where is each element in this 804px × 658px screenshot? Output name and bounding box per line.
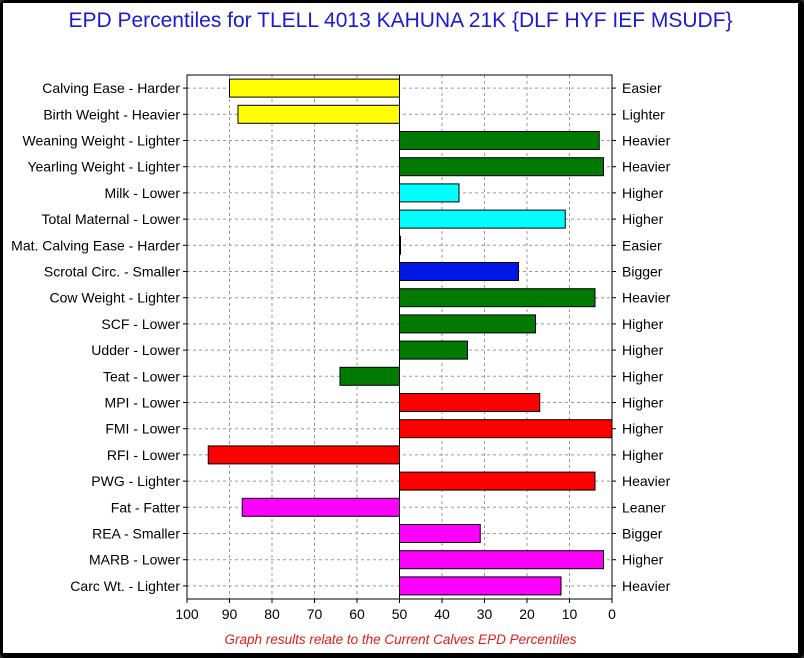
category-label-left: Carc Wt. - Lighter bbox=[70, 578, 180, 594]
bar-layer bbox=[207, 78, 613, 596]
category-label-left: MARB - Lower bbox=[89, 552, 180, 568]
bar bbox=[399, 288, 596, 308]
category-label-right: Easier bbox=[622, 80, 662, 96]
category-label-left: Scrotal Circ. - Smaller bbox=[44, 264, 180, 280]
bar bbox=[339, 366, 400, 386]
category-label-left: FMI - Lower bbox=[105, 421, 180, 437]
category-label-left: Calving Ease - Harder bbox=[42, 80, 180, 96]
bar bbox=[399, 524, 481, 543]
category-label-right: Higher bbox=[622, 421, 664, 437]
category-label-left: Mat. Calving Ease - Harder bbox=[11, 237, 180, 253]
category-label-right: Higher bbox=[622, 395, 664, 411]
bar bbox=[399, 157, 604, 177]
category-label-left: PWG - Lighter bbox=[91, 473, 180, 489]
chart-panel: EPD Percentiles for TLELL 4013 KAHUNA 21… bbox=[3, 3, 798, 653]
category-label-right: Higher bbox=[622, 211, 664, 227]
bar bbox=[241, 497, 400, 517]
bar bbox=[399, 131, 600, 150]
category-label-right: Easier bbox=[622, 237, 662, 253]
chart-title: EPD Percentiles for TLELL 4013 KAHUNA 21… bbox=[68, 9, 733, 32]
category-label-left: RFI - Lower bbox=[107, 447, 180, 463]
category-label-left: Milk - Lower bbox=[105, 185, 181, 201]
bar bbox=[399, 419, 613, 439]
bar bbox=[399, 550, 604, 570]
x-tick-label: 20 bbox=[519, 606, 535, 622]
category-label-right: Heavier bbox=[622, 473, 671, 489]
x-tick-label: 50 bbox=[392, 606, 408, 622]
bar bbox=[399, 576, 562, 596]
category-label-left: Cow Weight - Lighter bbox=[50, 290, 181, 306]
bar bbox=[399, 262, 519, 281]
x-tick-label: 70 bbox=[307, 606, 323, 622]
footnote: Graph results relate to the Current Calv… bbox=[224, 632, 577, 647]
category-label-right: Heavier bbox=[622, 159, 671, 175]
x-tick-label: 60 bbox=[349, 606, 365, 622]
x-tick-label: 90 bbox=[222, 606, 238, 622]
epd-percentile-chart: Calving Ease - Harder Easier Birth Weight … bbox=[11, 74, 671, 622]
bar bbox=[237, 104, 400, 124]
x-tick-label: 10 bbox=[562, 606, 578, 622]
category-label-right: Higher bbox=[622, 447, 664, 463]
x-tick-label: 40 bbox=[434, 606, 450, 622]
label-layer: Calving Ease - Harder Easier Birth Weight … bbox=[11, 80, 670, 622]
category-label-left: MPI - Lower bbox=[105, 395, 181, 411]
bar bbox=[207, 445, 400, 465]
category-label-right: Heavier bbox=[622, 133, 671, 149]
category-label-right: Higher bbox=[622, 316, 664, 332]
category-label-left: SCF - Lower bbox=[101, 316, 180, 332]
category-label-right: Leaner bbox=[622, 499, 666, 515]
category-label-left: Yearling Weight - Lighter bbox=[27, 159, 180, 175]
bar bbox=[399, 209, 566, 229]
category-label-left: Udder - Lower bbox=[91, 342, 180, 358]
category-label-right: Higher bbox=[622, 342, 664, 358]
category-label-left: Fat - Fatter bbox=[111, 499, 181, 515]
category-label-right: Lighter bbox=[622, 106, 665, 122]
bar bbox=[399, 183, 460, 203]
bar bbox=[399, 471, 596, 491]
x-tick-label: 0 bbox=[608, 606, 616, 622]
category-label-right: Higher bbox=[622, 185, 664, 201]
category-label-left: Teat - Lower bbox=[103, 368, 180, 384]
category-label-left: REA - Smaller bbox=[92, 526, 180, 542]
category-label-right: Bigger bbox=[622, 264, 663, 280]
category-label-right: Higher bbox=[622, 552, 664, 568]
category-label-right: Bigger bbox=[622, 526, 663, 542]
bar bbox=[399, 340, 468, 360]
x-tick-label: 80 bbox=[264, 606, 280, 622]
category-label-right: Heavier bbox=[622, 578, 671, 594]
x-tick-label: 30 bbox=[477, 606, 493, 622]
category-label-right: Heavier bbox=[622, 290, 671, 306]
category-label-right: Higher bbox=[622, 368, 664, 384]
category-label-left: Total Maternal - Lower bbox=[41, 211, 180, 227]
bar bbox=[229, 78, 400, 98]
bar bbox=[399, 314, 536, 334]
bar bbox=[399, 393, 541, 412]
x-tick-label: 100 bbox=[175, 606, 199, 622]
category-label-left: Birth Weight - Heavier bbox=[43, 106, 180, 122]
category-label-left: Weaning Weight - Lighter bbox=[23, 133, 181, 149]
